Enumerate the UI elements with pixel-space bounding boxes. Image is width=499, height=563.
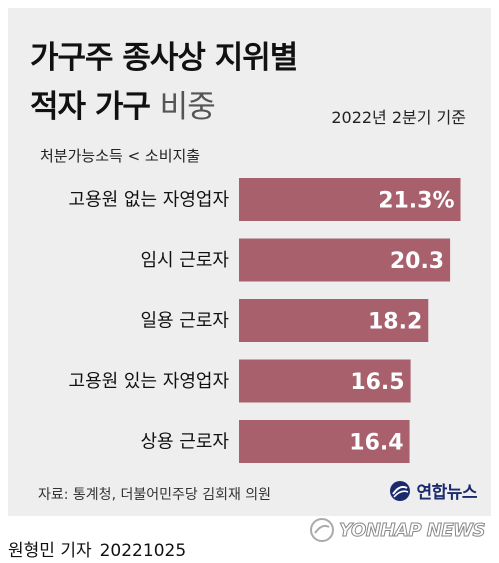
chart-subtitle: 처분가능소득 < 소비지출 [40, 147, 201, 165]
chart-title-line2: 적자 가구 비중 [30, 87, 216, 127]
bar-value-label: 18.2 [368, 310, 422, 335]
yonhap-logo: 연합뉴스 [388, 478, 477, 503]
footer-credit: 원형민 기자 20221025 [8, 536, 186, 561]
bar [239, 178, 461, 221]
category-label: 상용 근로자 [140, 432, 229, 453]
bar [239, 420, 410, 463]
basis-date-label: 2022년 2분기 기준 [331, 108, 466, 127]
logo-text: 연합뉴스 [416, 483, 477, 503]
bar [239, 238, 451, 282]
category-label: 고용원 있는 자영업자 [69, 371, 230, 392]
bar-value-label: 16.4 [349, 431, 403, 456]
bar-value-label: 16.5 [350, 370, 404, 395]
category-label: 임시 근로자 [140, 250, 229, 271]
bar [239, 299, 429, 342]
publish-date: 20221025 [99, 541, 187, 561]
category-label: 고용원 없는 자영업자 [69, 190, 230, 211]
category-label: 일용 근로자 [140, 311, 229, 332]
bar-value-label: 21.3% [378, 189, 454, 214]
chart-title-line1: 가구주 종사상 지위별 [30, 40, 298, 76]
bar [239, 359, 411, 403]
chart-title-light: 비중 [159, 89, 216, 125]
yonhap-globe-icon [390, 480, 411, 501]
bar-value-label: 20.3 [390, 249, 444, 274]
chart-title-bold: 적자 가구 [30, 89, 151, 125]
watermark-text: YONHAP NEWS [339, 519, 486, 541]
byline: 원형민 기자 [8, 541, 92, 561]
yonhap-watermark: YONHAP NEWS [309, 517, 486, 543]
source-note: 자료: 통계청, 더불어민주당 김회재 의원 [38, 487, 272, 503]
watermark-globe-icon [310, 518, 335, 542]
